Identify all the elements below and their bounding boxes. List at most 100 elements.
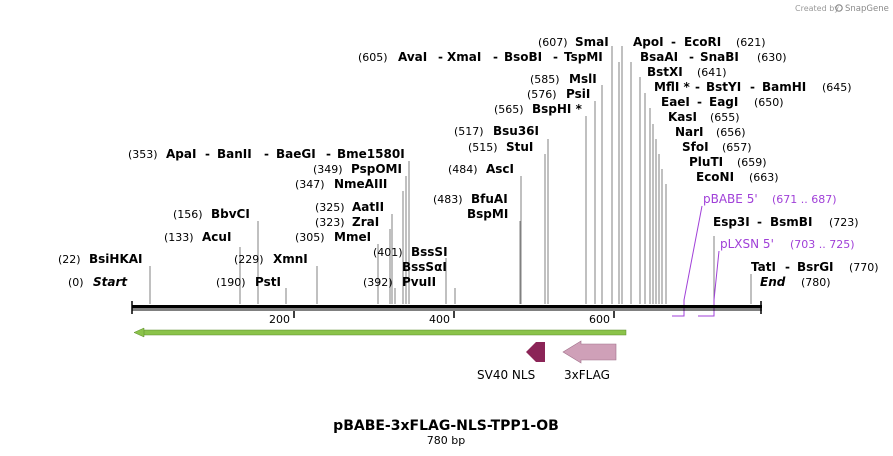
site-pspomi[interactable]: (349) PspOMI: [313, 162, 402, 176]
site-bspmi[interactable]: BspMI: [467, 207, 508, 221]
svg-text:XmnI: XmnI: [273, 252, 308, 266]
svg-text:ApaI: ApaI: [166, 147, 196, 161]
svg-text:XmaI: XmaI: [447, 50, 481, 64]
svg-text:-: -: [205, 147, 210, 161]
site-apai[interactable]: (353) ApaI - BanII - BaeGI - Bme1580I: [128, 147, 405, 161]
credit-brand: SnapGene: [845, 4, 889, 14]
svg-text:(349): (349): [313, 163, 343, 176]
svg-text:(659): (659): [737, 156, 767, 169]
svg-text:(305): (305): [295, 231, 325, 244]
svg-text:(517): (517): [454, 125, 484, 138]
site-avai[interactable]: (605) AvaI - XmaI - BsoBI - TspMI: [358, 50, 603, 64]
site-kasi[interactable]: KasI (655): [668, 110, 740, 124]
site-stui[interactable]: (515) StuI: [468, 140, 533, 154]
site-acui[interactable]: (133) AcuI: [164, 230, 231, 244]
site-bsu36i[interactable]: (517) Bsu36I: [454, 124, 539, 138]
svg-text:-: -: [757, 215, 762, 229]
site-apoi[interactable]: ApoI - EcoRI (621): [633, 35, 766, 49]
site-bsssai[interactable]: BssSαI: [402, 260, 447, 274]
site-esp3i[interactable]: Esp3I - BsmBI (723): [713, 215, 859, 229]
svg-text:(565): (565): [494, 103, 524, 116]
svg-text:(621): (621): [736, 36, 766, 49]
svg-text:pBABE 5': pBABE 5': [703, 192, 758, 206]
primer-leaders: [672, 205, 720, 317]
svg-text:(671 .. 687): (671 .. 687): [772, 193, 837, 206]
site-nari[interactable]: NarI (656): [675, 125, 746, 139]
svg-text:MmeI: MmeI: [334, 230, 371, 244]
site-asci[interactable]: (484) AscI: [448, 162, 514, 176]
svg-text:PsiI: PsiI: [566, 87, 590, 101]
feature-label-sv40-nls: SV40 NLS: [477, 368, 535, 382]
map-title: pBABE-3xFLAG-NLS-TPP1-OB: [333, 418, 559, 434]
svg-text:PstI: PstI: [255, 275, 281, 289]
site-mfli[interactable]: MflI * - BstYI - BamHI (645): [654, 80, 852, 94]
site-pluti[interactable]: PluTI (659): [689, 155, 767, 169]
svg-text:BspHI *: BspHI *: [532, 102, 583, 116]
svg-text:-: -: [697, 95, 702, 109]
site-bbvci[interactable]: (156) BbvCI: [173, 207, 250, 221]
svg-text:(323): (323): [315, 216, 345, 229]
svg-text:(723): (723): [829, 216, 859, 229]
site-end[interactable]: End (780): [760, 275, 831, 289]
svg-text:AcuI: AcuI: [202, 230, 231, 244]
site-mmei[interactable]: (305) MmeI: [295, 230, 371, 244]
site-bfuai[interactable]: (483) BfuAI: [433, 192, 508, 206]
primer-pbabe-5[interactable]: pBABE 5' (671 .. 687): [703, 192, 837, 206]
svg-text:(770): (770): [849, 261, 879, 274]
site-bstxi[interactable]: BstXI (641): [647, 65, 727, 79]
svg-text:(229): (229): [234, 253, 264, 266]
svg-text:(325): (325): [315, 201, 345, 214]
svg-text:(483): (483): [433, 193, 463, 206]
svg-text:PvuII: PvuII: [402, 275, 436, 289]
site-eaei[interactable]: EaeI - EagI (650): [661, 95, 784, 109]
site-xmni[interactable]: (229) XmnI: [234, 252, 308, 266]
site-psii[interactable]: (576) PsiI: [527, 87, 590, 101]
svg-text:MflI *: MflI *: [654, 80, 690, 94]
svg-text:(780): (780): [801, 276, 831, 289]
svg-text:TspMI: TspMI: [564, 50, 603, 64]
svg-text:AvaI: AvaI: [398, 50, 427, 64]
site-bsihkai[interactable]: (22) BsiHKAI: [58, 252, 143, 266]
sv40-nls-arrow[interactable]: [526, 342, 545, 362]
site-sfoi[interactable]: SfoI (657): [682, 140, 752, 154]
site-psti[interactable]: (190) PstI: [216, 275, 281, 289]
site-econi[interactable]: EcoNI (663): [696, 170, 779, 184]
sequence-backbone: 200 400 600: [131, 301, 762, 326]
ruler-tick-200: 200: [269, 313, 290, 326]
site-zrai[interactable]: (323) ZraI: [315, 215, 379, 229]
feature-sv40-nls[interactable]: SV40 NLS: [477, 342, 545, 382]
3xflag-arrow[interactable]: [562, 340, 617, 364]
svg-text:AscI: AscI: [486, 162, 514, 176]
svg-text:(703 .. 725): (703 .. 725): [790, 238, 855, 251]
site-aatii[interactable]: (325) AatII: [315, 200, 384, 214]
primer-plxsn-5[interactable]: pLXSN 5' (703 .. 725): [720, 237, 855, 251]
svg-text:BsoBI: BsoBI: [504, 50, 542, 64]
svg-text:(607): (607): [538, 36, 568, 49]
site-msli[interactable]: (585) MslI: [530, 72, 597, 86]
svg-text:(190): (190): [216, 276, 246, 289]
site-start[interactable]: (0) Start: [68, 275, 128, 289]
svg-text:Start: Start: [93, 275, 128, 289]
site-tati[interactable]: TatI - BsrGI (770): [751, 260, 879, 274]
svg-text:BamHI: BamHI: [762, 80, 806, 94]
svg-text:(515): (515): [468, 141, 498, 154]
site-bsphi[interactable]: (565) BspHI *: [494, 102, 583, 116]
site-pvuii[interactable]: (392) PvuII: [363, 275, 436, 289]
svg-text:(133): (133): [164, 231, 194, 244]
site-smai[interactable]: (607) SmaI: [538, 35, 609, 49]
svg-text:(484): (484): [448, 163, 478, 176]
feature-label-3xflag: 3xFLAG: [564, 368, 610, 382]
feature-3xflag[interactable]: 3xFLAG: [562, 340, 617, 382]
svg-text:(156): (156): [173, 208, 203, 221]
svg-text:BsrGI: BsrGI: [797, 260, 834, 274]
svg-text:-: -: [785, 260, 790, 274]
site-bsaai[interactable]: BsaAI - SnaBI (630): [640, 50, 787, 64]
svg-text:PluTI: PluTI: [689, 155, 723, 169]
ruler-tick-400: 400: [429, 313, 450, 326]
site-bsssi[interactable]: (401) BssSI: [373, 245, 448, 259]
orf-arrow[interactable]: [133, 327, 627, 338]
site-nmeaiii[interactable]: (347) NmeAIII: [295, 177, 387, 191]
svg-text:(650): (650): [754, 96, 784, 109]
svg-text:Bme1580I: Bme1580I: [337, 147, 405, 161]
